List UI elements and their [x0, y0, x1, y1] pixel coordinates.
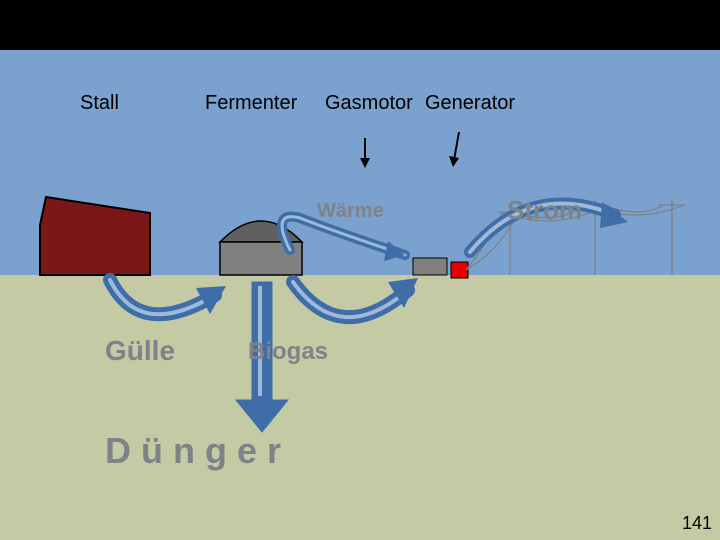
label-waerme: Wärme	[317, 200, 384, 223]
page-number: 141	[682, 513, 712, 534]
biogas-diagram: Stall Fermenter Gasmotor Generator Wärme…	[0, 0, 720, 540]
label-guelle: Gülle	[105, 335, 175, 367]
label-strom: Strom	[507, 195, 582, 226]
generator-box	[451, 262, 468, 278]
label-fermenter: Fermenter	[205, 92, 297, 115]
label-biogas: Biogas	[248, 338, 328, 366]
label-generator: Generator	[425, 92, 515, 115]
label-stall: Stall	[80, 92, 119, 115]
label-duenger: D ü n g e r	[105, 430, 281, 472]
black-bar	[0, 0, 720, 50]
label-gasmotor: Gasmotor	[325, 92, 413, 115]
gasmotor-box	[413, 258, 447, 275]
